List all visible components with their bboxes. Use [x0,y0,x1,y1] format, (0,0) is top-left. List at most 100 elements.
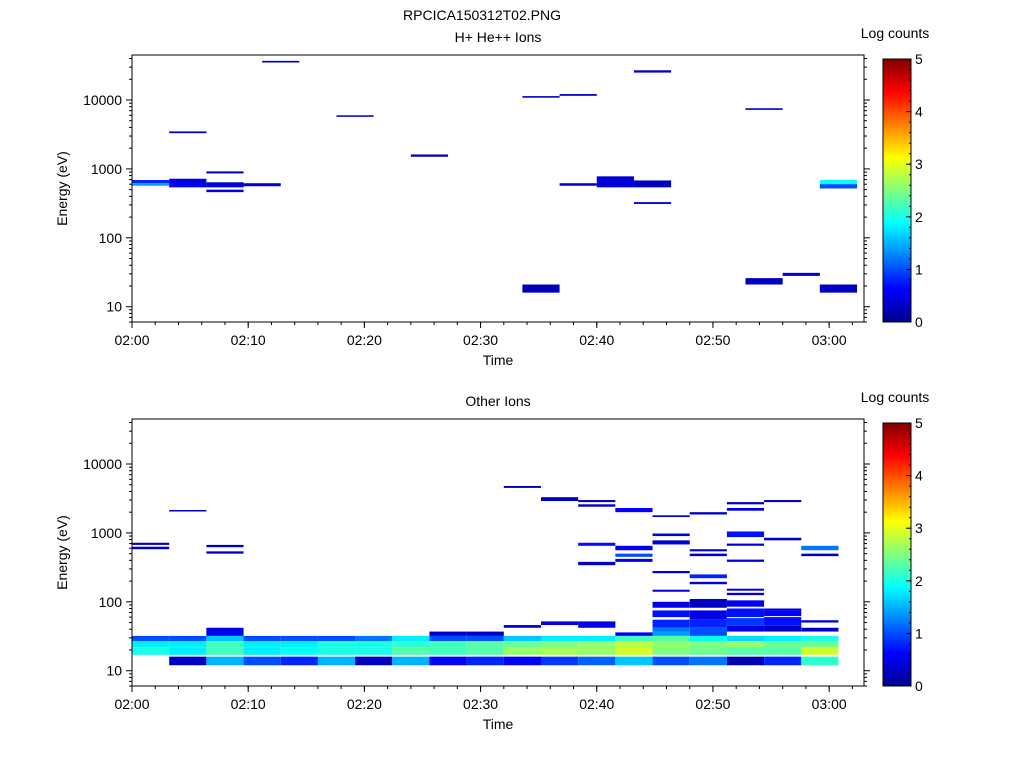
heatmap-cell [243,635,281,641]
heatmap-cell [280,640,318,648]
x-tick-label: 02:40 [579,696,614,712]
heatmap-cell [764,610,802,617]
heatmap-cell [689,635,727,641]
colorbar-gradient [882,58,912,323]
heatmap-cell [429,640,467,648]
colorbar-tick-label: 3 [915,520,923,536]
heatmap-cell [689,512,727,515]
heatmap-cell [578,561,616,566]
x-axis-label: Time [483,352,514,368]
colorbar-tick-label: 1 [915,261,923,277]
heatmap-cell [578,500,616,503]
heatmap-cell [726,507,765,511]
heatmap-cell [169,510,207,512]
heatmap-cell [801,620,839,623]
colorbar-tick-label: 2 [915,573,923,589]
heatmap-cell [243,183,281,187]
heatmap-cell [578,635,616,641]
heatmap-cell [169,131,207,134]
heatmap-cell [206,544,244,548]
heatmap-cell [280,635,318,641]
heatmap-cell [317,635,356,641]
heatmap-cell [764,625,802,632]
heatmap-cell [522,96,560,98]
heatmap-cell [392,640,430,648]
heatmap-cell [615,640,653,648]
plot-frame [131,418,865,687]
colorbar-tick-label: 3 [915,156,923,172]
x-tick-label: 02:00 [114,332,149,348]
heatmap-cell [280,656,318,666]
x-tick-label: 02:30 [463,332,498,348]
heatmap-cell [466,656,504,666]
heatmap-cell [726,647,765,655]
heatmap-cell [689,598,727,608]
heatmap-cell [355,656,393,666]
heatmap-cell [503,635,541,641]
heatmap-cell [726,502,765,505]
heatmap-cell [652,540,690,545]
heatmap-cell [429,656,467,666]
heatmap-cell [764,500,802,503]
panel-2: Other Ions 02:00 02:10 02:20 02:30 02:40 02:50… [54,389,929,732]
heatmap-cell [652,610,690,618]
heatmap-cell [819,284,858,293]
heatmap-cell [392,647,430,655]
heatmap-cell [689,610,727,620]
heatmap-cell [633,70,672,73]
heatmap-cell [317,656,356,666]
heatmap-cell [652,656,690,666]
heatmap-cell [206,171,244,174]
heatmap-cell [540,635,579,641]
heatmap-cell [503,640,541,648]
heatmap-cell [280,647,318,655]
colorbar-gradient [882,422,912,687]
heatmap-cell [633,180,672,188]
colorbar-tick-label: 5 [915,51,923,67]
heatmap-cell [764,635,802,641]
heatmap-cell [689,627,727,636]
heatmap-cell [652,589,690,592]
heatmap-cell [764,656,802,666]
heatmap-cell [652,631,690,636]
heatmap-cell [726,625,765,632]
heatmap-cell [466,631,504,636]
heatmap-cell [206,627,244,636]
heatmap-cell [652,640,690,648]
heatmap-cell [206,640,244,648]
heatmap-cell [801,640,839,648]
heatmap-cell [615,558,653,562]
colorbar-tick-label: 5 [915,415,923,431]
x-tick-label: 02:10 [231,332,266,348]
x-tick-label: 02:50 [695,332,730,348]
x-tick-label: 02:20 [347,696,382,712]
colorbar-label: Log counts [861,25,930,41]
y-tick-label: 10000 [83,92,122,108]
heatmap-cell [726,635,765,641]
heatmap-cell [559,94,597,96]
heatmap-cell [317,647,356,655]
heatmap-cell [429,631,467,636]
x-tick-label: 03:00 [812,332,847,348]
heatmap-cell [764,647,802,655]
heatmap-cell [540,497,579,502]
heatmap-cell [726,640,765,648]
heatmap-cells [132,485,839,666]
heatmap-cell [578,647,616,655]
heatmap-cell [578,640,616,648]
heatmap-cell [615,507,653,513]
heatmap-cell [243,656,281,666]
heatmap-cell [819,184,858,189]
y-tick-label: 10 [106,299,122,315]
heatmap-cell [355,635,393,641]
panels: H+ He++ Ions 02:00 02:10 02:20 02:30 02:40 02:… [54,25,929,732]
x-tick-label: 02:20 [347,332,382,348]
heatmap-cell [596,176,634,188]
y-tick-label: 100 [99,594,123,610]
colorbar-tick-label: 2 [915,209,923,225]
colorbar-tick-label: 0 [915,314,923,330]
colorbar-tick-label: 1 [915,625,923,641]
heatmap-cell [801,647,839,655]
heatmap-cell [503,647,541,655]
x-tick-label: 02:40 [579,332,614,348]
